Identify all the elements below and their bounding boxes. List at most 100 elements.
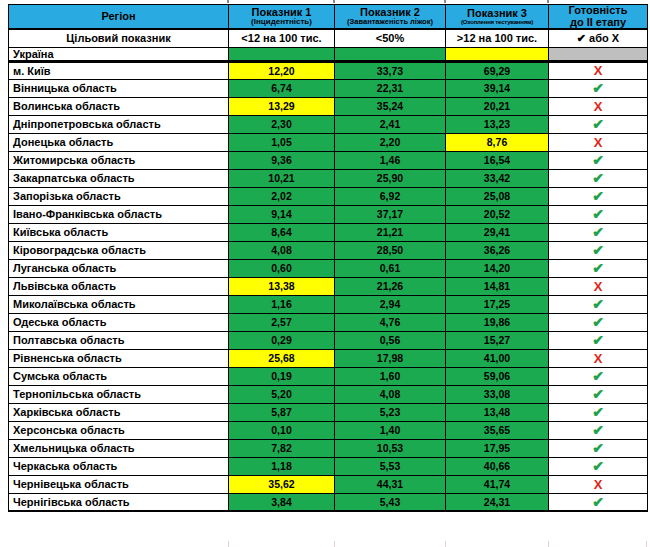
indicator3-cell[interactable]: 16,54 <box>446 151 549 169</box>
indicator2-cell[interactable]: 2,94 <box>335 295 446 313</box>
readiness-cell[interactable]: Х <box>549 277 648 295</box>
indicator1-cell[interactable] <box>229 47 335 61</box>
region-cell[interactable]: Дніпропетровська область <box>9 115 229 133</box>
readiness-cell[interactable]: ✔ <box>549 385 648 403</box>
indicator2-cell[interactable]: 1,46 <box>335 151 446 169</box>
indicator2-cell[interactable]: 4,76 <box>335 313 446 331</box>
region-cell[interactable]: Україна <box>9 47 229 61</box>
indicator2-cell[interactable]: 35,24 <box>335 97 446 115</box>
region-cell[interactable]: Полтавська область <box>9 331 229 349</box>
indicator1-cell[interactable]: 9,14 <box>229 205 335 223</box>
region-cell[interactable]: Одеська область <box>9 313 229 331</box>
readiness-cell[interactable]: ✔ <box>549 493 648 511</box>
indicator2-cell[interactable]: 0,61 <box>335 259 446 277</box>
indicator1-cell[interactable]: 5,87 <box>229 403 335 421</box>
indicator2-cell[interactable]: 5,23 <box>335 403 446 421</box>
indicator1-cell[interactable]: 13,29 <box>229 97 335 115</box>
indicator2-cell[interactable]: 25,90 <box>335 169 446 187</box>
column-header-indicator3[interactable]: Показник 3(Охоплення тестуванням) <box>446 5 549 30</box>
indicator2-cell[interactable]: 4,08 <box>335 385 446 403</box>
indicator3-cell[interactable]: 41,74 <box>446 475 549 493</box>
indicator2-cell[interactable]: 2,20 <box>335 133 446 151</box>
column-header-indicator2[interactable]: Показник 2(Завантаженість ліжок) <box>335 5 446 30</box>
indicator1-cell[interactable]: 0,60 <box>229 259 335 277</box>
indicator1-cell[interactable]: 35,62 <box>229 475 335 493</box>
region-cell[interactable]: м. Київ <box>9 61 229 79</box>
readiness-cell[interactable]: ✔ <box>549 439 648 457</box>
indicator2-cell[interactable] <box>335 47 446 61</box>
indicator2-cell[interactable]: 1,40 <box>335 421 446 439</box>
indicator2-cell[interactable]: 37,17 <box>335 205 446 223</box>
indicator3-cell[interactable]: 39,14 <box>446 79 549 97</box>
region-cell[interactable]: Рівненська область <box>9 349 229 367</box>
readiness-cell[interactable]: ✔ <box>549 421 648 439</box>
readiness-cell[interactable]: ✔ <box>549 295 648 313</box>
readiness-cell[interactable]: Х <box>549 61 648 79</box>
indicator3-cell[interactable]: 35,65 <box>446 421 549 439</box>
indicator2-cell[interactable]: 21,26 <box>335 277 446 295</box>
indicator1-cell[interactable]: 25,68 <box>229 349 335 367</box>
indicator2-cell[interactable]: 5,43 <box>335 493 446 511</box>
region-cell[interactable]: Миколаївська область <box>9 295 229 313</box>
indicator1-cell[interactable]: 2,57 <box>229 313 335 331</box>
indicator1-cell[interactable]: 2,30 <box>229 115 335 133</box>
indicator2-cell[interactable]: 2,41 <box>335 115 446 133</box>
region-cell[interactable]: Чернівецька область <box>9 475 229 493</box>
readiness-cell[interactable]: Х <box>549 349 648 367</box>
indicator1-cell[interactable]: 3,84 <box>229 493 335 511</box>
readiness-cell[interactable]: Х <box>549 133 648 151</box>
region-cell[interactable]: Донецька область <box>9 133 229 151</box>
indicator2-cell[interactable]: 10,53 <box>335 439 446 457</box>
readiness-cell[interactable]: ✔ <box>549 169 648 187</box>
readiness-cell[interactable]: ✔ <box>549 205 648 223</box>
region-cell[interactable]: Кіровоградська область <box>9 241 229 259</box>
indicator1-cell[interactable]: 1,16 <box>229 295 335 313</box>
indicator3-cell[interactable]: 13,23 <box>446 115 549 133</box>
indicator3-cell[interactable]: 20,21 <box>446 97 549 115</box>
indicator3-cell[interactable]: 33,08 <box>446 385 549 403</box>
indicator1-cell[interactable]: 0,10 <box>229 421 335 439</box>
indicator2-cell[interactable]: 5,53 <box>335 457 446 475</box>
region-cell[interactable]: Тернопільська область <box>9 385 229 403</box>
indicator3-cell[interactable]: 25,08 <box>446 187 549 205</box>
readiness-cell[interactable]: ✔ <box>549 259 648 277</box>
readiness-cell[interactable]: ✔ <box>549 331 648 349</box>
indicator3-cell[interactable]: 15,27 <box>446 331 549 349</box>
indicator1-cell[interactable]: 10,21 <box>229 169 335 187</box>
target-indicator2-cell[interactable]: <50% <box>335 29 446 47</box>
readiness-cell[interactable]: ✔ <box>549 367 648 385</box>
readiness-cell[interactable]: ✔ <box>549 457 648 475</box>
indicator1-cell[interactable]: 7,82 <box>229 439 335 457</box>
indicator2-cell[interactable]: 21,21 <box>335 223 446 241</box>
region-cell[interactable]: Закарпатська область <box>9 169 229 187</box>
indicator3-cell[interactable] <box>446 47 549 61</box>
indicator2-cell[interactable]: 44,31 <box>335 475 446 493</box>
readiness-cell[interactable]: ✔ <box>549 187 648 205</box>
indicator3-cell[interactable]: 19,86 <box>446 313 549 331</box>
indicator2-cell[interactable]: 22,31 <box>335 79 446 97</box>
indicator1-cell[interactable]: 0,29 <box>229 331 335 349</box>
readiness-cell[interactable]: Х <box>549 475 648 493</box>
region-cell[interactable]: Волинська область <box>9 97 229 115</box>
readiness-cell[interactable]: ✔ <box>549 313 648 331</box>
indicator3-cell[interactable]: 14,81 <box>446 277 549 295</box>
indicator3-cell[interactable]: 17,95 <box>446 439 549 457</box>
readiness-cell[interactable]: ✔ <box>549 115 648 133</box>
indicator3-cell[interactable]: 29,41 <box>446 223 549 241</box>
region-cell[interactable]: Житомирська область <box>9 151 229 169</box>
target-indicator1-cell[interactable]: <12 на 100 тис. <box>229 29 335 47</box>
target-label-cell[interactable]: Цільовий показник <box>9 29 229 47</box>
indicator3-cell[interactable]: 40,66 <box>446 457 549 475</box>
region-cell[interactable]: Чернігівська область <box>9 493 229 511</box>
indicator1-cell[interactable]: 12,20 <box>229 61 335 79</box>
indicator1-cell[interactable]: 2,02 <box>229 187 335 205</box>
region-cell[interactable]: Луганська область <box>9 259 229 277</box>
readiness-cell[interactable]: ✔ <box>549 241 648 259</box>
indicator3-cell[interactable]: 8,76 <box>446 133 549 151</box>
indicator1-cell[interactable]: 1,18 <box>229 457 335 475</box>
region-cell[interactable]: Сумська область <box>9 367 229 385</box>
indicator1-cell[interactable]: 6,74 <box>229 79 335 97</box>
readiness-cell[interactable]: ✔ <box>549 79 648 97</box>
indicator1-cell[interactable]: 0,19 <box>229 367 335 385</box>
indicator3-cell[interactable]: 24,31 <box>446 493 549 511</box>
